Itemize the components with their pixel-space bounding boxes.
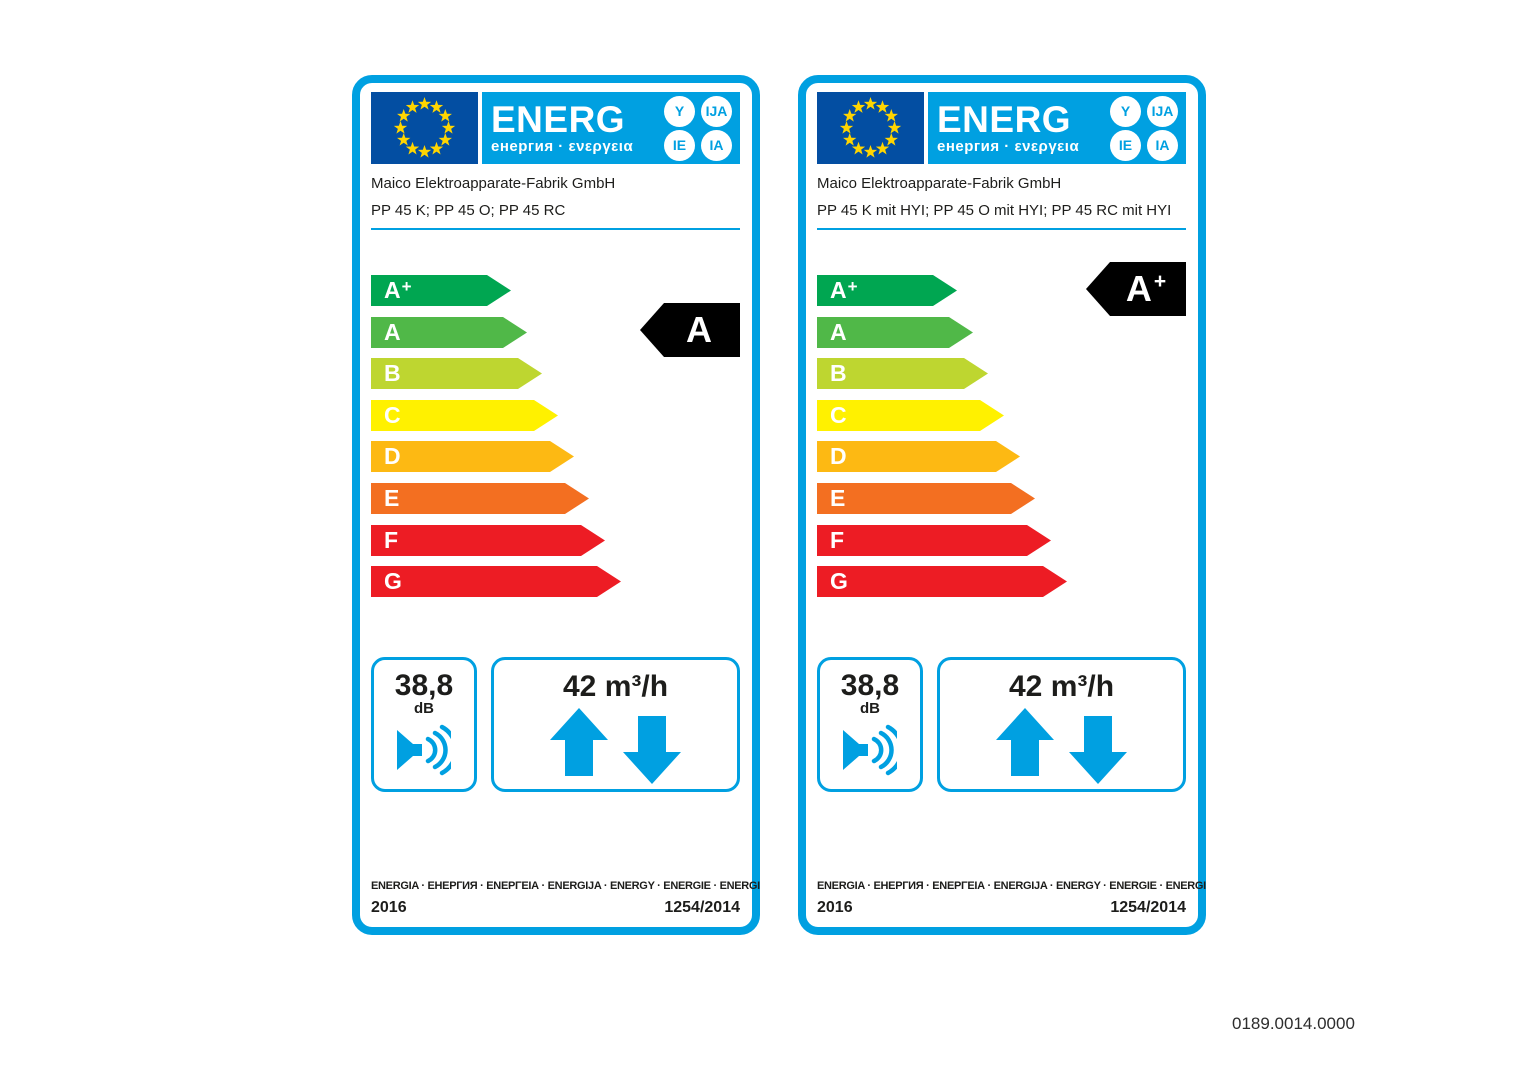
energ-logo-text: ENERG енергия · ενεργεια bbox=[491, 98, 634, 155]
scale-letter: A bbox=[384, 319, 401, 345]
eu-flag-icon bbox=[817, 92, 924, 164]
scale-bar-a-plus: A + bbox=[371, 275, 511, 306]
scale-plus: + bbox=[847, 276, 858, 296]
language-badge-ia: IA bbox=[1147, 129, 1178, 161]
noise-unit: dB bbox=[414, 700, 434, 717]
scale-letter: D bbox=[384, 443, 401, 469]
scale-bar-e: E bbox=[371, 483, 589, 514]
scale-letter: E bbox=[384, 485, 400, 511]
energ-wordmark: ENERG bbox=[937, 98, 1072, 140]
scale-bar-f: F bbox=[371, 525, 605, 556]
model-names: PP 45 K mit HYI; PP 45 O mit HYI; PP 45 … bbox=[817, 202, 1172, 219]
footer-row: 2016 1254/2014 bbox=[817, 899, 1186, 917]
model-names: PP 45 K; PP 45 O; PP 45 RC bbox=[371, 202, 566, 219]
speaker-icon bbox=[374, 724, 474, 781]
language-badge-y: Y bbox=[664, 95, 695, 127]
speaker-icon bbox=[820, 724, 920, 781]
scale-bar-c: C bbox=[817, 400, 1004, 431]
scale-letter: A bbox=[830, 277, 847, 303]
noise-unit: dB bbox=[860, 700, 880, 717]
energ-subtitle: енергия · ενεργεια bbox=[491, 137, 634, 155]
airflow-box: 42 m³/h bbox=[491, 657, 740, 792]
rating-letter: A bbox=[686, 309, 712, 350]
noise-value: 38,8 bbox=[840, 669, 900, 702]
scale-bar-d: D bbox=[817, 441, 1020, 472]
label-header: ENERG енергия · ενεργεια Y IJA IE IA bbox=[817, 92, 1186, 164]
scale-bar-a: A bbox=[817, 317, 973, 348]
scale-letter: G bbox=[830, 568, 848, 594]
scale-letter: A bbox=[830, 319, 847, 345]
energy-label-pp45: ENERG енергия · ενεργεια Y IJA IE IA Mai… bbox=[352, 75, 760, 935]
energ-logo: ENERG енергия · ενεργεια Y IJA IE IA bbox=[928, 92, 1186, 164]
energ-wordmark: ENERG bbox=[491, 98, 626, 140]
scale-bar-b: B bbox=[817, 358, 988, 389]
scale-bar-a: A bbox=[371, 317, 527, 348]
scale-letter: E bbox=[830, 485, 846, 511]
scale-bar-f: F bbox=[817, 525, 1051, 556]
language-badge-ia: IA bbox=[701, 129, 732, 161]
scale-bar-d: D bbox=[371, 441, 574, 472]
airflow-down-icon bbox=[623, 716, 681, 784]
energy-languages-line: ENERGIA · ЕНЕРГИЯ · ΕΝΕΡΓΕΙΑ · ENERGIJA … bbox=[371, 880, 760, 892]
airflow-value: 42 m³/h bbox=[562, 670, 669, 703]
scale-letter: F bbox=[384, 527, 399, 553]
airflow-value: 42 m³/h bbox=[1008, 670, 1115, 703]
label-year: 2016 bbox=[371, 899, 407, 916]
scale-bar-g: G bbox=[371, 566, 621, 597]
language-badge-ie: IE bbox=[664, 129, 695, 161]
regulation-number: 1254/2014 bbox=[1110, 899, 1186, 916]
scale-letter: F bbox=[830, 527, 845, 553]
header-divider bbox=[371, 228, 740, 230]
rating-arrow: A bbox=[640, 303, 740, 357]
regulation-number: 1254/2014 bbox=[664, 899, 740, 916]
scale-bar-c: C bbox=[371, 400, 558, 431]
eu-flag-icon bbox=[371, 92, 478, 164]
energ-language-badges: Y IJA IE IA bbox=[664, 95, 732, 161]
scale-plus: + bbox=[401, 276, 412, 296]
airflow-down-icon bbox=[1069, 716, 1127, 784]
label-year: 2016 bbox=[817, 899, 853, 916]
language-badge-ija: IJA bbox=[701, 95, 732, 127]
scale-bar-e: E bbox=[817, 483, 1035, 514]
scale-bar-b: B bbox=[371, 358, 542, 389]
airflow-box: 42 m³/h bbox=[937, 657, 1186, 792]
language-badge-ija: IJA bbox=[1147, 95, 1178, 127]
footer-row: 2016 1254/2014 bbox=[371, 899, 740, 917]
manufacturer-name: Maico Elektroapparate-Fabrik GmbH bbox=[817, 175, 1062, 192]
scale-letter: A bbox=[384, 277, 401, 303]
noise-value: 38,8 bbox=[394, 669, 454, 702]
header-divider bbox=[817, 228, 1186, 230]
energy-languages-line: ENERGIA · ЕНЕРГИЯ · ΕΝΕΡΓΕΙΑ · ENERGIJA … bbox=[817, 880, 1206, 892]
energ-logo: ENERG енергия · ενεργεια Y IJA IE IA bbox=[482, 92, 740, 164]
scale-letter: B bbox=[830, 360, 847, 386]
rating-arrow: A + bbox=[1086, 262, 1186, 316]
scale-bar-a-plus: A + bbox=[817, 275, 957, 306]
energ-logo-text: ENERG енергия · ενεργεια bbox=[937, 98, 1080, 155]
scale-bar-g: G bbox=[817, 566, 1067, 597]
scale-letter: G bbox=[384, 568, 402, 594]
scale-letter: D bbox=[830, 443, 847, 469]
rating-plus: + bbox=[1153, 270, 1167, 293]
document-code: 0189.0014.0000 bbox=[1232, 1014, 1355, 1033]
rating-letter: A bbox=[1125, 268, 1152, 309]
noise-box: 38,8 dB bbox=[371, 657, 477, 792]
airflow-up-icon bbox=[550, 708, 608, 776]
energ-subtitle: енергия · ενεργεια bbox=[937, 137, 1080, 155]
manufacturer-name: Maico Elektroapparate-Fabrik GmbH bbox=[371, 175, 616, 192]
energy-label-pp45-hyi: ENERG енергия · ενεργεια Y IJA IE IA Mai… bbox=[798, 75, 1206, 935]
energ-language-badges: Y IJA IE IA bbox=[1110, 95, 1178, 161]
language-badge-y: Y bbox=[1110, 95, 1141, 127]
noise-box: 38,8 dB bbox=[817, 657, 923, 792]
language-badge-ie: IE bbox=[1110, 129, 1141, 161]
scale-letter: C bbox=[830, 402, 847, 428]
airflow-arrows bbox=[940, 708, 1183, 784]
label-header: ENERG енергия · ενεργεια Y IJA IE IA bbox=[371, 92, 740, 164]
scale-letter: C bbox=[384, 402, 401, 428]
airflow-up-icon bbox=[996, 708, 1054, 776]
airflow-arrows bbox=[494, 708, 737, 784]
scale-letter: B bbox=[384, 360, 401, 386]
